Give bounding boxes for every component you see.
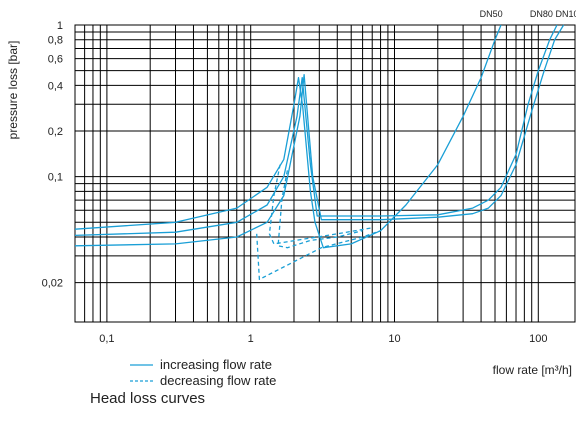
grid — [75, 24, 575, 322]
y-tick-labels: 1 0,8 0,6 0,4 0,2 0,1 0,02 — [42, 20, 63, 290]
y-tick-label: 0,02 — [42, 278, 63, 290]
x-tick-label: 0,1 — [99, 333, 114, 345]
x-tick-label: 100 — [529, 333, 547, 345]
x-tick-label: 1 — [248, 333, 254, 345]
y-tick-label: 0,4 — [48, 80, 63, 92]
series-line-dn100-solid — [74, 24, 565, 247]
series-line-dn80-solid — [74, 24, 558, 237]
series-line-dn50-solid — [74, 24, 502, 249]
curve-label: DN80 — [530, 9, 553, 19]
curve-label: DN50 — [480, 9, 503, 19]
x-axis-label: flow rate [m³/h] — [493, 363, 572, 377]
series-group — [74, 24, 565, 281]
x-tick-labels: 0,1 1 10 100 — [99, 333, 547, 345]
y-tick-label: 1 — [57, 20, 63, 32]
curve-labels: DN50 DN80DN100 — [480, 9, 576, 19]
y-tick-label: 0,1 — [48, 172, 63, 184]
chart-caption: Head loss curves — [90, 390, 206, 407]
series-line-dn100-dashed — [256, 230, 381, 281]
legend-label: decreasing flow rate — [160, 373, 276, 388]
series-line-dn80-dashed — [277, 170, 363, 249]
x-tick-label: 10 — [388, 333, 400, 345]
y-tick-label: 0,6 — [48, 54, 63, 66]
y-tick-label: 0,8 — [48, 35, 63, 47]
y-axis-label: pressure loss [bar] — [6, 41, 20, 140]
legend-label: increasing flow rate — [160, 357, 272, 372]
curve-label: DN100 — [556, 9, 576, 19]
plot-frame — [74, 24, 576, 323]
y-tick-label: 0,2 — [48, 126, 63, 138]
